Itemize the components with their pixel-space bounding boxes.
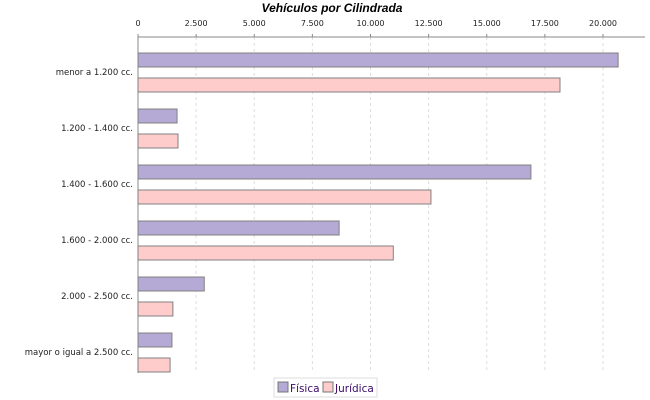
bar-fisica [137,332,173,348]
bar-juridica [137,301,174,317]
legend-swatch-fisica [277,381,289,393]
bar-juridica [137,133,179,149]
chart-title: Vehículos por Cilindrada [262,1,403,15]
bars [137,52,619,373]
tick-label: 15.000 [473,19,501,28]
bar-juridica [137,245,394,261]
tick-label: 0 [135,19,140,28]
bar-juridica [137,77,561,93]
legend-label-juridica: Jurídica [334,383,374,395]
legend-label-fisica: Física [290,383,320,395]
tick-label: 17.500 [531,19,559,28]
category-labels: menor a 1.200 cc. 1.200 - 1.400 cc. 1.400 … [25,68,133,358]
category-label: 1.600 - 2.000 cc. [61,236,133,246]
grid [195,37,604,373]
tick-label: 2.500 [185,19,208,28]
tick-label: 12.500 [415,19,443,28]
category-label: 1.200 - 1.400 cc. [61,124,133,134]
tick-label: 5.000 [243,19,266,28]
category-label: 2.000 - 2.500 cc. [61,292,133,302]
bar-fisica [137,276,205,292]
legend-swatch-juridica [322,381,334,393]
bar-fisica [137,164,532,180]
tick-label: 7.500 [301,19,324,28]
category-label: 1.400 - 1.600 cc. [61,180,133,190]
tick-label: 20.000 [589,19,617,28]
bar-juridica [137,189,432,205]
legend: Física Jurídica [273,377,378,398]
bar-fisica [137,52,619,68]
tick-label: 10.000 [357,19,385,28]
bar-fisica [137,220,340,236]
category-label: menor a 1.200 cc. [56,68,133,78]
x-axis-ticks: 0 2.500 5.000 7.500 10.000 12.500 15.000 17.500… [135,19,617,37]
category-label: mayor o igual a 2.500 cc. [25,348,133,358]
bar-juridica [137,357,171,373]
bar-fisica [137,108,178,124]
